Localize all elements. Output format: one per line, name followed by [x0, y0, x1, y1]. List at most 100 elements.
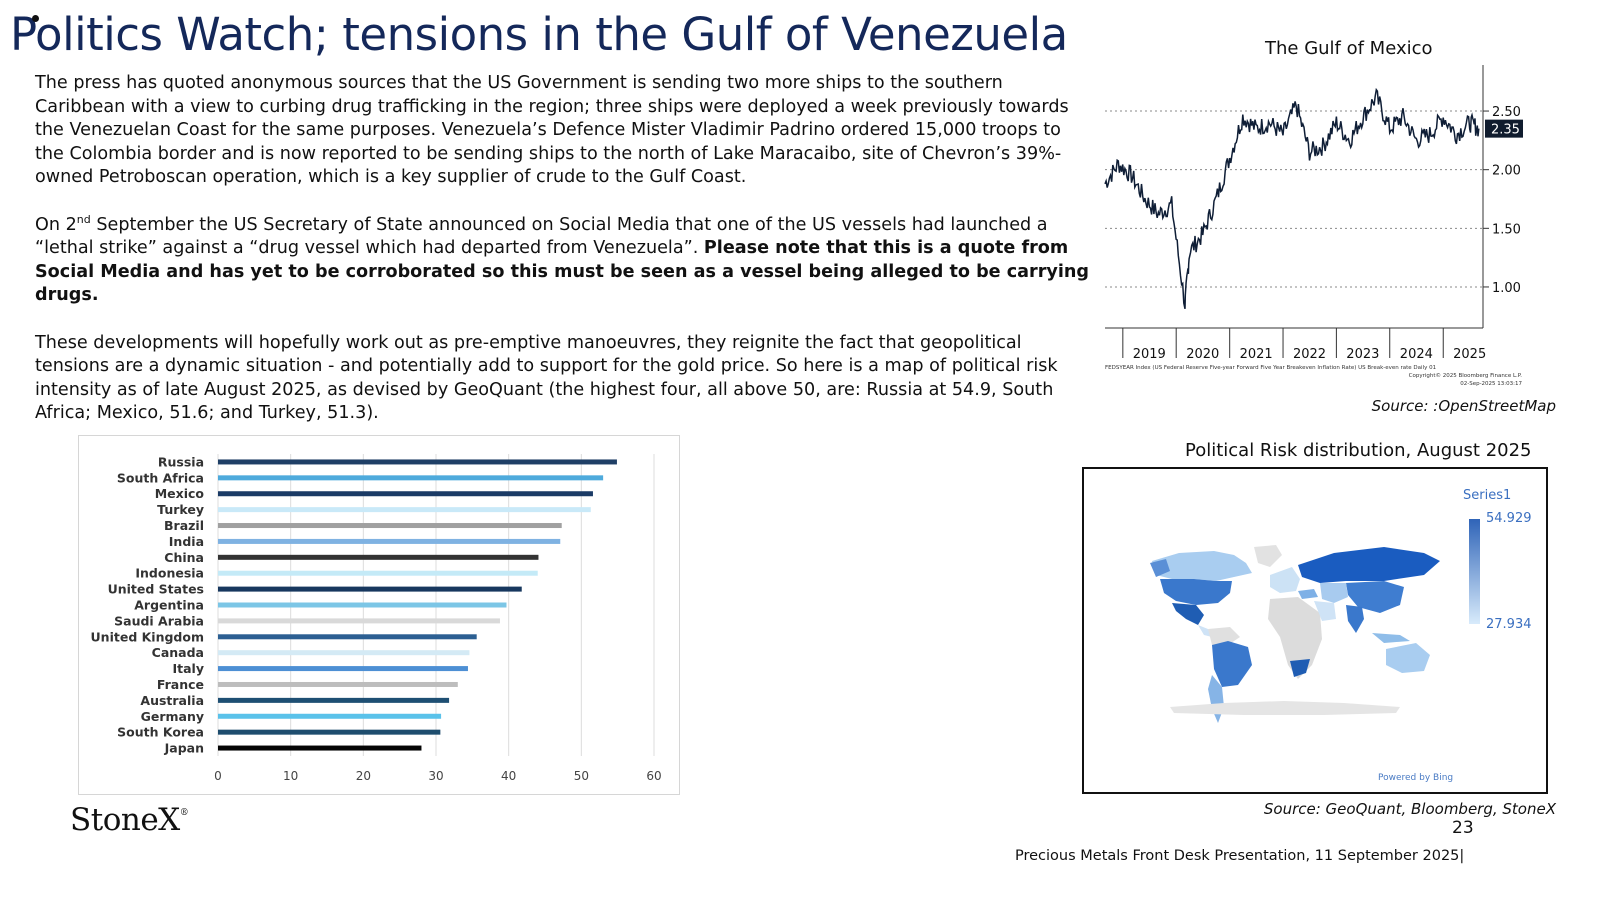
- bar-chart-bar: [218, 586, 522, 592]
- line-chart-x-tick-label: 2019: [1133, 347, 1166, 362]
- map-brazil: [1212, 641, 1252, 687]
- bar-chart-category-label: France: [157, 677, 204, 692]
- line-chart-footnote-line: Copyright© 2025 Bloomberg Finance L.P.: [1409, 372, 1523, 379]
- map-title: Political Risk distribution, August 2025: [1185, 440, 1532, 461]
- map-africa: [1268, 597, 1322, 679]
- map-china: [1346, 581, 1404, 613]
- bar-chart-category-label: Argentina: [134, 598, 204, 613]
- paragraph-2: On 2nd September the US Secretary of Sta…: [35, 214, 1095, 308]
- line-chart-series-line: [1104, 87, 1480, 310]
- map-south-africa: [1290, 659, 1310, 677]
- bar-chart-category-label: Italy: [173, 661, 205, 676]
- bar-chart-bar: [218, 475, 604, 481]
- line-chart-x-tick-label: 2024: [1400, 347, 1433, 362]
- page-number: 23: [1452, 818, 1474, 838]
- paragraph-1: The press has quoted anonymous sources t…: [35, 73, 1069, 188]
- bar-chart-bar: [218, 713, 442, 719]
- bar-chart-bar: [218, 491, 593, 497]
- map-greenland: [1254, 545, 1282, 567]
- bar-chart-bar: [218, 618, 500, 624]
- bar-chart-bar: [218, 602, 507, 608]
- map-mexico: [1172, 603, 1204, 625]
- line-chart-x-tick-label: 2021: [1240, 347, 1273, 362]
- bar-chart-x-tick-label: 50: [574, 769, 589, 783]
- bar-chart-category-label: India: [169, 534, 204, 549]
- map-legend-min: 27.934: [1486, 617, 1532, 632]
- map-antarctica: [1170, 701, 1400, 715]
- line-chart-y-tick-label: 1.00: [1492, 281, 1521, 296]
- bar-chart-bar: [218, 650, 470, 656]
- bar-chart-bar: [218, 681, 458, 687]
- body-text: The press has quoted anonymous sources t…: [35, 72, 1095, 450]
- bar-chart-bar: [218, 729, 441, 735]
- bar-chart-x-tick-label: 0: [214, 769, 222, 783]
- map-central-america: [1198, 625, 1212, 637]
- line-chart-y-tick-label: 1.50: [1492, 222, 1521, 237]
- line-chart-y-tick-label: 2.00: [1492, 164, 1521, 179]
- bar-chart-bar: [218, 666, 468, 672]
- bar-chart-bar: [218, 538, 561, 544]
- bar-chart-category-label: Saudi Arabia: [114, 613, 204, 628]
- map-frame: Series1 54.929 27.934 Powered by Bing: [1082, 467, 1548, 794]
- paragraph-2-superscript: nd: [76, 212, 91, 226]
- map-europe: [1270, 567, 1300, 593]
- line-chart: 1.00 1.50 2.00 2.50 2019 2020 2021 2022 2023 2024…: [1104, 65, 1523, 387]
- bar-chart-bar: [218, 459, 617, 465]
- bar-chart-category-label: Japan: [164, 741, 204, 756]
- map-alaska: [1150, 559, 1170, 577]
- bar-chart-bar: [218, 697, 450, 703]
- map-turkey: [1298, 589, 1318, 599]
- map-source: Source: GeoQuant, Bloomberg, StoneX: [1263, 800, 1556, 818]
- paragraph-3: These developments will hopefully work o…: [35, 332, 1058, 424]
- bar-chart-category-label: South Africa: [117, 470, 204, 485]
- title-bullet-dot: [32, 15, 39, 22]
- world-map: Series1 54.929 27.934 Powered by Bing: [1150, 488, 1532, 783]
- page-title: Politics Watch; tensions in the Gulf of …: [10, 8, 1068, 61]
- map-canada: [1152, 551, 1252, 581]
- line-chart-x-tick-label: 2022: [1293, 347, 1326, 362]
- paragraph-2-text: September the US Secretary of State anno…: [35, 214, 1048, 259]
- bar-chart-bar: [218, 507, 591, 513]
- bar-chart-category-label: Russia: [158, 454, 204, 469]
- bar-chart-bar: [218, 523, 562, 529]
- bar-chart-category-label: China: [164, 550, 204, 565]
- bar-chart-category-label: South Korea: [117, 725, 204, 740]
- bar-chart-x-tick-label: 40: [501, 769, 516, 783]
- bar-chart-category-label: Germany: [141, 709, 204, 724]
- bar-chart-x-tick-label: 60: [646, 769, 661, 783]
- map-powered-by: Powered by Bing: [1378, 773, 1453, 783]
- map-saudi-arabia: [1314, 601, 1336, 621]
- line-chart-footnote-line: FEDSYEAR Index (US Federal Reserve Five-…: [1105, 365, 1436, 371]
- line-chart-y-tick-label: 2.50: [1492, 105, 1521, 120]
- bar-chart-bar: [218, 554, 539, 560]
- bar-chart-category-label: United States: [108, 582, 204, 597]
- bar-chart-category-label: Australia: [140, 693, 204, 708]
- bar-chart-category-label: Canada: [152, 645, 204, 660]
- map-indonesia: [1372, 633, 1410, 643]
- logo-text: StoneX: [70, 802, 180, 838]
- bar-chart-x-tick-label: 20: [356, 769, 371, 783]
- map-legend-title: Series1: [1463, 488, 1511, 503]
- map-legend-gradient: [1469, 519, 1480, 624]
- map-russia: [1298, 547, 1440, 583]
- logo-registered-mark: ®: [179, 808, 189, 818]
- map-australia: [1386, 643, 1430, 673]
- bar-chart-category-label: Mexico: [155, 486, 205, 501]
- line-chart-x-tick-label: 2020: [1186, 347, 1219, 362]
- map-usa: [1160, 579, 1232, 605]
- bar-chart-bar: [218, 745, 422, 751]
- line-chart-title: The Gulf of Mexico: [1265, 38, 1433, 59]
- bar-chart-category-label: Indonesia: [135, 566, 204, 581]
- map-legend-max: 54.929: [1486, 511, 1532, 526]
- map-india: [1346, 605, 1364, 633]
- footer-text: Precious Metals Front Desk Presentation,…: [1015, 848, 1465, 864]
- bar-chart-bar: [218, 634, 477, 640]
- line-chart-last-value-label: 2.35: [1491, 123, 1520, 138]
- map-colombia-venezuela: [1208, 627, 1240, 645]
- bar-chart-category-label: Turkey: [157, 502, 204, 517]
- line-chart-source: Source: :OpenStreetMap: [1371, 397, 1556, 415]
- bar-chart-bar: [218, 570, 538, 576]
- paragraph-2-bold-note: Please note that this is a quote from So…: [35, 238, 1089, 306]
- line-chart-x-tick-label: 2023: [1346, 347, 1379, 362]
